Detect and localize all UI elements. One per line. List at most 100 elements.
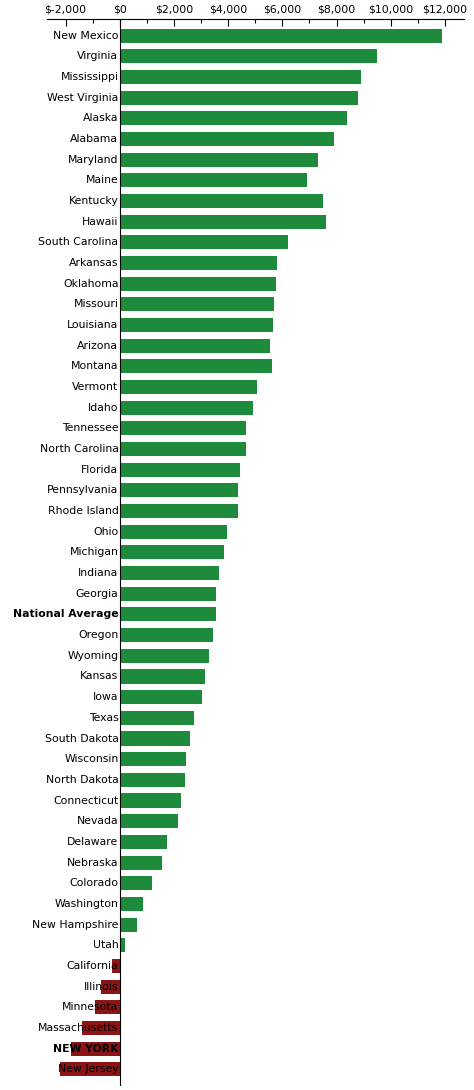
- Bar: [120, 318, 273, 332]
- Bar: [120, 215, 326, 229]
- Text: Georgia: Georgia: [76, 589, 118, 598]
- Bar: [120, 607, 216, 621]
- Text: Rhode Island: Rhode Island: [47, 506, 118, 516]
- Text: Iowa: Iowa: [93, 692, 118, 702]
- Bar: [120, 360, 272, 374]
- Bar: [71, 1042, 120, 1055]
- Text: West Virginia: West Virginia: [47, 93, 118, 102]
- Text: Kansas: Kansas: [80, 671, 118, 681]
- Text: California: California: [67, 961, 118, 971]
- Bar: [120, 897, 143, 911]
- Bar: [120, 380, 256, 395]
- Text: New Mexico: New Mexico: [53, 31, 118, 40]
- Text: Louisiana: Louisiana: [67, 320, 118, 330]
- Bar: [120, 401, 253, 414]
- Bar: [120, 256, 277, 270]
- Bar: [120, 918, 137, 932]
- Text: Florida: Florida: [81, 464, 118, 475]
- Text: Nebraska: Nebraska: [67, 858, 118, 868]
- Text: Hawaii: Hawaii: [82, 217, 118, 227]
- Text: Wisconsin: Wisconsin: [64, 754, 118, 764]
- Text: NEW YORK: NEW YORK: [53, 1043, 118, 1054]
- Bar: [120, 483, 237, 497]
- Text: New Jersey: New Jersey: [58, 1064, 118, 1075]
- Bar: [120, 835, 167, 849]
- Text: Nevada: Nevada: [77, 816, 118, 826]
- Text: Delaware: Delaware: [67, 837, 118, 847]
- Text: Washington: Washington: [55, 899, 118, 909]
- Text: Michigan: Michigan: [70, 547, 118, 557]
- Text: Alaska: Alaska: [83, 113, 118, 123]
- Bar: [120, 277, 275, 291]
- Bar: [120, 566, 219, 580]
- Bar: [82, 1021, 120, 1036]
- Bar: [120, 90, 358, 105]
- Text: Arkansas: Arkansas: [69, 258, 118, 268]
- Text: North Carolina: North Carolina: [39, 444, 118, 455]
- Bar: [120, 628, 213, 642]
- Bar: [120, 49, 377, 63]
- Bar: [120, 111, 347, 125]
- Text: Missouri: Missouri: [73, 300, 118, 310]
- Bar: [120, 649, 209, 663]
- Bar: [120, 462, 240, 476]
- Text: Arizona: Arizona: [77, 341, 118, 351]
- Bar: [120, 731, 190, 746]
- Text: Vermont: Vermont: [72, 382, 118, 392]
- Text: Maine: Maine: [86, 175, 118, 185]
- Bar: [120, 28, 442, 43]
- Bar: [120, 752, 186, 766]
- Text: Kentucky: Kentucky: [69, 196, 118, 206]
- Text: Montana: Montana: [71, 362, 118, 372]
- Bar: [120, 70, 361, 84]
- Bar: [120, 422, 246, 435]
- Text: Illinois: Illinois: [84, 982, 118, 992]
- Bar: [101, 980, 120, 994]
- Text: South Carolina: South Carolina: [38, 238, 118, 247]
- Bar: [120, 504, 237, 518]
- Text: National Average: National Average: [13, 609, 118, 619]
- Text: Colorado: Colorado: [69, 879, 118, 888]
- Bar: [120, 876, 152, 891]
- Text: Indiana: Indiana: [78, 568, 118, 578]
- Text: Oklahoma: Oklahoma: [63, 279, 118, 289]
- Text: Alabama: Alabama: [71, 134, 118, 144]
- Text: Maryland: Maryland: [68, 155, 118, 165]
- Bar: [120, 132, 334, 146]
- Bar: [120, 153, 318, 167]
- Bar: [120, 235, 288, 250]
- Bar: [120, 194, 323, 208]
- Text: Wyoming: Wyoming: [67, 651, 118, 661]
- Text: Virginia: Virginia: [77, 51, 118, 61]
- Bar: [120, 545, 224, 559]
- Text: Utah: Utah: [92, 941, 118, 950]
- Bar: [120, 173, 307, 187]
- Text: North Dakota: North Dakota: [46, 775, 118, 785]
- Text: Minnesota: Minnesota: [62, 1003, 118, 1013]
- Text: Massachusetts: Massachusetts: [38, 1022, 118, 1033]
- Text: Connecticut: Connecticut: [53, 796, 118, 806]
- Text: Texas: Texas: [89, 713, 118, 723]
- Bar: [111, 959, 120, 973]
- Text: Mississippi: Mississippi: [60, 72, 118, 82]
- Bar: [120, 856, 162, 870]
- Bar: [120, 794, 181, 808]
- Bar: [120, 586, 216, 601]
- Text: Oregon: Oregon: [78, 630, 118, 640]
- Text: New Hampshire: New Hampshire: [32, 920, 118, 930]
- Bar: [120, 690, 202, 704]
- Bar: [60, 1063, 120, 1076]
- Text: South Dakota: South Dakota: [45, 734, 118, 743]
- Text: Ohio: Ohio: [93, 526, 118, 536]
- Bar: [120, 339, 270, 353]
- Bar: [120, 814, 178, 828]
- Text: Idaho: Idaho: [88, 402, 118, 413]
- Text: Tennessee: Tennessee: [62, 423, 118, 434]
- Bar: [120, 443, 246, 456]
- Bar: [120, 298, 274, 312]
- Bar: [120, 524, 227, 538]
- Bar: [120, 938, 125, 953]
- Bar: [120, 669, 205, 683]
- Bar: [120, 773, 185, 787]
- Text: Pennsylvania: Pennsylvania: [47, 485, 118, 496]
